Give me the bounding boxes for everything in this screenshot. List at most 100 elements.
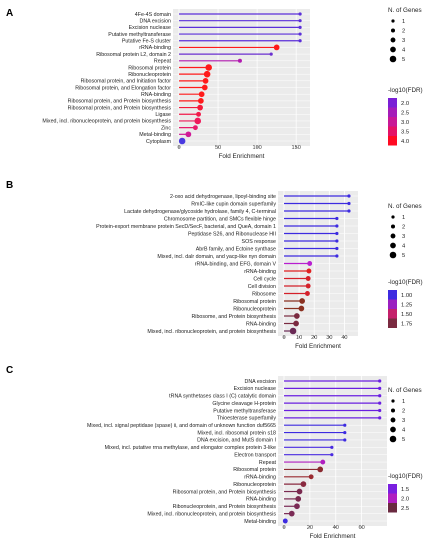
panel-a-point	[197, 104, 203, 111]
panel-c-size-legend-label: 2	[402, 409, 405, 415]
panel-b-category-label: Ribonucleoprotein	[233, 306, 276, 312]
panel-b-point	[305, 276, 311, 281]
panel-a-size-legend-dot	[390, 37, 396, 43]
panel-a-category-label: Ribosomal protein, and Initiation factor	[81, 79, 172, 85]
panel-c-point	[295, 496, 302, 502]
panel-b-category-label: Ribosome, and Protein biosynthesis	[191, 314, 276, 320]
panel-c-category-label: Mixed, incl. signal peptidase (spase) ii…	[87, 423, 276, 429]
panel-a-category-label: Zinc	[161, 125, 171, 131]
panel-b-category-label: Chromosome partition, and SMCs flexible …	[164, 216, 276, 222]
panel-c-category-label: Putative methyltransferase	[213, 408, 276, 414]
panel-b-size-legend-dot	[391, 215, 395, 219]
panel-b-point	[347, 201, 351, 206]
panel-c-category-label: RNA-binding	[246, 497, 276, 503]
panel-a-point	[205, 64, 212, 71]
panel-b-color-legend-title: -log10(FDR)	[388, 279, 423, 286]
panel-b-label: B	[6, 180, 13, 191]
panel-c-point	[288, 510, 295, 517]
panel-b-category-label: RmIC-like cupin domain superfamily	[191, 201, 276, 207]
panel-b-category-label: Lactate dehydrogenase/glycoside hydrolas…	[124, 209, 276, 215]
panel-c-point	[343, 430, 347, 435]
panel-c-size-legend-title: N. of Genes	[388, 387, 422, 394]
panel-c-category-label: Ribonucleoprotein	[233, 482, 276, 488]
panel-a-point	[198, 98, 204, 104]
panel-c-category-label: Glycine cleavage H-protein	[212, 401, 276, 407]
panel-a-category-label: Ribosomal protein, and Protein biosynthe…	[68, 105, 172, 111]
panel-c-category-label: Ribosomal protein	[233, 467, 276, 473]
panel-b-size-legend-label: 2	[402, 225, 405, 231]
panel-c-point	[378, 416, 382, 420]
panel-a-point	[298, 39, 302, 43]
panel-c-size-legend-label: 5	[402, 437, 405, 443]
panel-b-size-legend-dot	[389, 251, 397, 259]
panel-b-point	[305, 283, 311, 289]
panel-c-point	[296, 488, 303, 495]
panel-a-color-legend-swatch	[388, 107, 397, 117]
panel-a-x-tick-label: 0	[177, 145, 180, 151]
panel-c-category-label: Ribosomal protein, and Protein biosynthe…	[173, 489, 277, 495]
panel-b-point	[306, 268, 312, 274]
panel-b-point	[335, 224, 339, 228]
panel-c-point	[378, 394, 382, 398]
panel-b-category-label: Peptidase S26, and Ribonuclease HII	[188, 231, 276, 237]
panel-b-point	[293, 320, 299, 327]
panel-a-category-label: Ribosomal protein, and Elongation factor	[75, 85, 171, 91]
panel-c-size-legend-dot	[390, 408, 396, 413]
panel-a-point	[269, 52, 273, 56]
panel-b-size-legend-dot	[390, 224, 396, 229]
panel-a-category-label: DNA excision	[140, 18, 172, 24]
panel-b-category-label: SOS response	[242, 239, 277, 245]
panel-c-point	[343, 423, 347, 427]
panel-a-category-label: Metal-binding	[139, 132, 171, 138]
panel-b-color-legend-label: 1.00	[401, 293, 412, 299]
panel-a-plot-area	[173, 9, 310, 146]
panel-a-category-label: Putative methyltransferase	[108, 32, 171, 38]
panel-c-x-tick-label: 60	[358, 525, 364, 531]
panel-a-point	[298, 12, 302, 16]
panel-b-x-axis-title: Fold Enrichment	[295, 343, 341, 350]
panel-b-category-label: rRNA-binding	[244, 269, 276, 275]
panel-b-point	[335, 254, 339, 258]
panel-a-color-legend-swatch	[388, 117, 397, 127]
panel-a-category-label: Mixed, incl. ribonucleoprotein, and prot…	[42, 119, 171, 125]
panel-c-x-tick-label: 20	[307, 525, 313, 531]
panel-a-point	[298, 25, 302, 29]
panel-a-color-legend-label: 3.5	[401, 129, 409, 135]
panel-c-color-legend-label: 2.5	[401, 506, 409, 512]
panel-c-point	[343, 438, 347, 442]
panel-b-x-tick-label: 20	[311, 335, 317, 341]
panel-b-category-label: Protein-export membrane protein SecD/Sec…	[96, 224, 276, 230]
panel-b-size-legend-label: 5	[402, 253, 405, 259]
panel-b-category-label: 2-oxo acid dehydrogenase, lipoyl-binding…	[170, 194, 276, 200]
panel-b-point	[347, 194, 351, 198]
panel-a-size-legend-label: 3	[402, 38, 405, 44]
panel-a-size-legend-dot	[389, 55, 397, 63]
panel-c-category-label: rRNA-binding	[244, 475, 276, 481]
panel-a-size-legend-dot	[390, 46, 396, 53]
panel-a-category-label: Ribosomal protein	[128, 65, 171, 71]
panel-b-point	[347, 209, 351, 213]
panel-b-point	[335, 216, 339, 221]
panel-b-x-tick-label: 0	[282, 335, 285, 341]
panel-a-size-legend-label: 2	[402, 29, 405, 35]
panel-c-color-legend-label: 1.5	[401, 487, 409, 493]
panel-c-size-legend-label: 1	[402, 399, 405, 405]
panel-c-size-legend-dot	[390, 417, 396, 423]
panel-a-size-legend-label: 1	[402, 19, 405, 25]
panel-a-size-legend-dot	[390, 28, 396, 33]
panel-c-size-legend-dot	[389, 435, 397, 443]
panel-b-point	[299, 298, 305, 304]
panel-a-point	[192, 125, 198, 131]
panel-b-color-legend-swatch	[388, 309, 397, 319]
panel-c-color-legend-swatch	[388, 503, 397, 513]
panel-a-point	[196, 111, 201, 117]
panel-b-category-label: AbrB family, and Ectoine synthase	[196, 246, 276, 252]
panel-c-x-tick-label: 0	[282, 525, 285, 531]
panel-a-category-label: Ribosomal protein L2, domain 2	[96, 52, 171, 58]
panel-c-label: C	[6, 365, 13, 376]
panel-a-x-axis-title: Fold Enrichment	[219, 153, 265, 160]
panel-a-category-label: 4Fe-4S domain	[135, 12, 171, 18]
panel-c-category-label: Mixed, incl. ribonucleoprotein, and prot…	[147, 511, 276, 517]
panel-b-color-legend-swatch	[388, 290, 397, 300]
panel-a-color-legend-swatch	[388, 98, 397, 108]
